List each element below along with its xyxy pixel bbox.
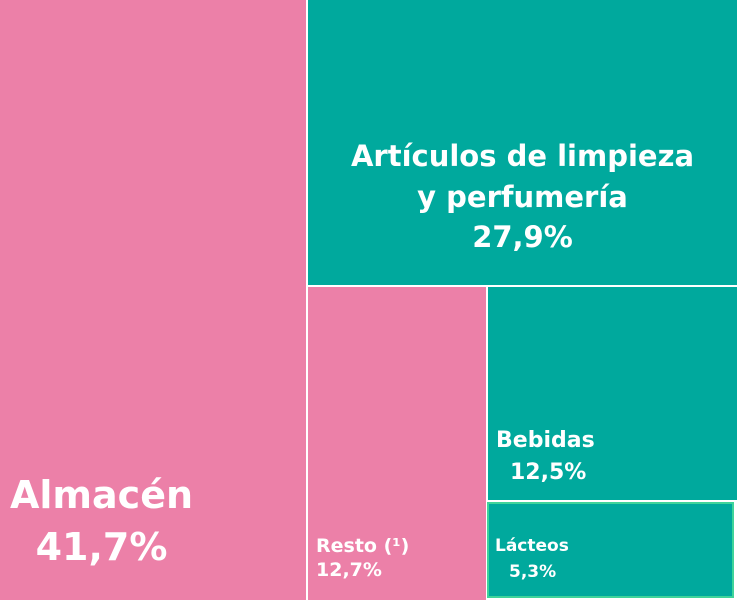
value-articulos-limpieza: 27,9%	[472, 220, 573, 255]
label-bebidas: Bebidas	[496, 428, 595, 453]
tile-bebidas: Bebidas 12,5%	[488, 287, 737, 500]
value-almacen: 41,7%	[35, 524, 168, 569]
label-lacteos: Lácteos	[495, 536, 569, 556]
label-resto: Resto (¹)	[316, 535, 410, 557]
tile-resto: Resto (¹) 12,7%	[308, 287, 486, 600]
tile-lacteos: Lácteos 5,3%	[487, 502, 734, 598]
value-bebidas: 12,5%	[510, 459, 587, 485]
tile-almacen: Almacén 41,7%	[0, 0, 306, 600]
value-resto: 12,7%	[316, 558, 382, 581]
tile-articulos-limpieza: Artículos de limpieza y perfumería 27,9%	[308, 0, 737, 285]
label-almacen: Almacén	[10, 473, 194, 517]
value-lacteos: 5,3%	[509, 561, 557, 582]
label-articulos-limpieza: Artículos de limpieza y perfumería	[350, 139, 695, 214]
